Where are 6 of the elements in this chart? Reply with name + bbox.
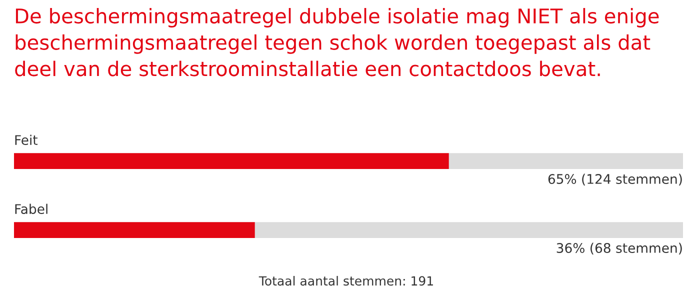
text: Totaal aantal stemmen: 191	[258, 276, 433, 286]
y-tick-label: Fabel	[15, 204, 48, 214]
y-tick-label: Feit	[15, 134, 38, 145]
data-label: 36% (68 stemmen)	[556, 242, 682, 255]
data-label: 65% (124 stemmen)	[548, 174, 682, 186]
chart-title: De beschermingsmaatregel dubbele isolatie mag NIET als enige beschermingsmaatregel tegen schok worden toegepast als dat deel van de sterkstroominstallatie een contactdoos bevat.	[15, 8, 659, 76]
